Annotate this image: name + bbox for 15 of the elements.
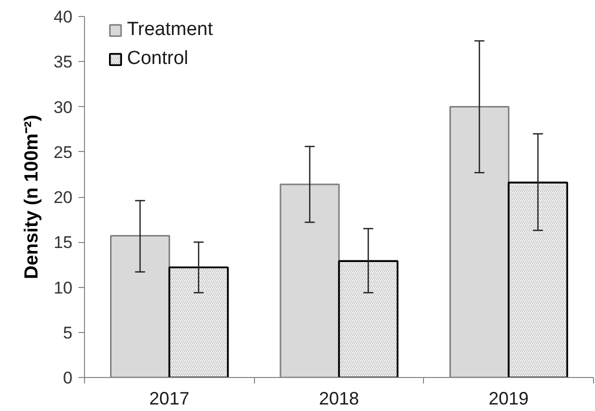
x-tick-label: 2018 [318,388,360,408]
x-tick-label: 2017 [149,388,190,408]
y-tick-label: 35 [54,52,73,72]
y-tick-label: 15 [54,233,73,252]
y-axis-title: Density (n 100m⁻²) [22,114,43,280]
legend-label: Control [127,48,188,70]
y-tick-label: 10 [54,278,73,298]
y-tick-label: 5 [63,323,73,342]
x-tick-label: 2019 [488,388,529,408]
legend-label: Treatment [127,19,213,41]
y-tick-label: 0 [63,368,73,388]
y-tick-label: 20 [54,188,73,207]
y-tick-label: 25 [54,142,73,162]
y-tick-label: 30 [54,98,73,117]
y-tick-label: 40 [54,8,73,26]
